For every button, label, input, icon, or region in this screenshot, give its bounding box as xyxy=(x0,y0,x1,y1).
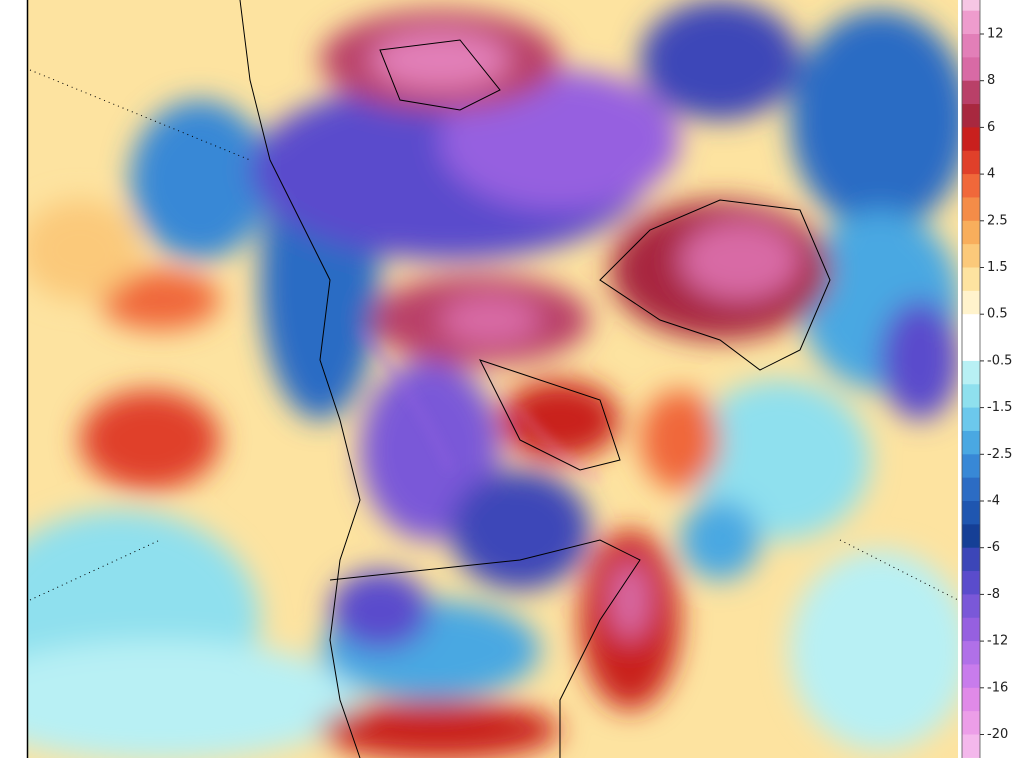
colorbar-label: 1.5 xyxy=(987,260,1008,275)
colorbar-swatch xyxy=(962,524,980,549)
colorbar-label: 8 xyxy=(987,73,995,88)
colorbar-label: -4 xyxy=(987,494,1000,509)
colorbar-swatch xyxy=(962,244,980,268)
colorbar-label: -8 xyxy=(987,587,1000,602)
colorbar-label: 12 xyxy=(987,27,1004,42)
colorbar-swatch xyxy=(962,641,980,665)
colorbar-swatch xyxy=(962,594,980,619)
colorbar-swatch xyxy=(962,430,980,455)
colorbar-label: 2.5 xyxy=(987,213,1008,228)
colorbar-swatch xyxy=(962,664,980,689)
colorbar-swatch xyxy=(962,571,980,595)
colorbar-swatch xyxy=(962,104,980,128)
colorbar-swatch xyxy=(962,477,980,502)
colorbar-swatch xyxy=(962,360,980,385)
colorbar-swatch xyxy=(962,150,980,175)
colorbar-label: -20 xyxy=(987,727,1008,742)
colorbar-swatch xyxy=(962,267,980,292)
colorbar-label: 6 xyxy=(987,120,995,135)
colorbar-swatch xyxy=(962,687,980,712)
anomaly-field xyxy=(28,0,958,758)
colorbar-swatch xyxy=(962,197,980,222)
colorbar-swatch xyxy=(962,290,980,315)
colorbar-swatch xyxy=(962,384,980,409)
colorbar-swatch xyxy=(962,734,980,758)
colorbar-swatch xyxy=(962,337,980,362)
colorbar: 12 8 6 4 2.5 1.5 0.5 -0.5 -1.5 -2.5 -4 -6 -8 -12 -16 -2… xyxy=(961,0,1012,758)
colorbar-swatch xyxy=(962,501,980,525)
colorbar-swatch xyxy=(962,0,980,12)
colorbar-swatch xyxy=(962,711,980,735)
colorbar-swatch xyxy=(962,127,980,152)
colorbar-label: -1.5 xyxy=(987,400,1012,415)
colorbar-swatch xyxy=(962,547,980,572)
colorbar-swatch xyxy=(962,407,980,432)
colorbar-swatch xyxy=(962,34,980,58)
coastlines xyxy=(239,0,831,758)
colorbar-swatch xyxy=(962,220,980,245)
colorbar-label: -2.5 xyxy=(987,447,1012,462)
colorbar-swatch xyxy=(962,174,980,198)
colorbar-label: 0.5 xyxy=(987,307,1008,322)
grid-lines xyxy=(29,69,958,601)
colorbar-swatch xyxy=(962,10,980,35)
colorbar-swatch xyxy=(962,314,980,339)
colorbar-swatch xyxy=(962,454,980,479)
colorbar-swatch xyxy=(962,617,980,642)
colorbar-label: 4 xyxy=(987,167,995,182)
colorbar-label: -0.5 xyxy=(987,353,1012,368)
colorbar-swatch xyxy=(962,80,980,105)
colorbar-label: -16 xyxy=(987,680,1008,695)
colorbar-label: -12 xyxy=(987,634,1008,649)
colorbar-swatch xyxy=(962,57,980,82)
colorbar-label: -6 xyxy=(987,540,1000,555)
